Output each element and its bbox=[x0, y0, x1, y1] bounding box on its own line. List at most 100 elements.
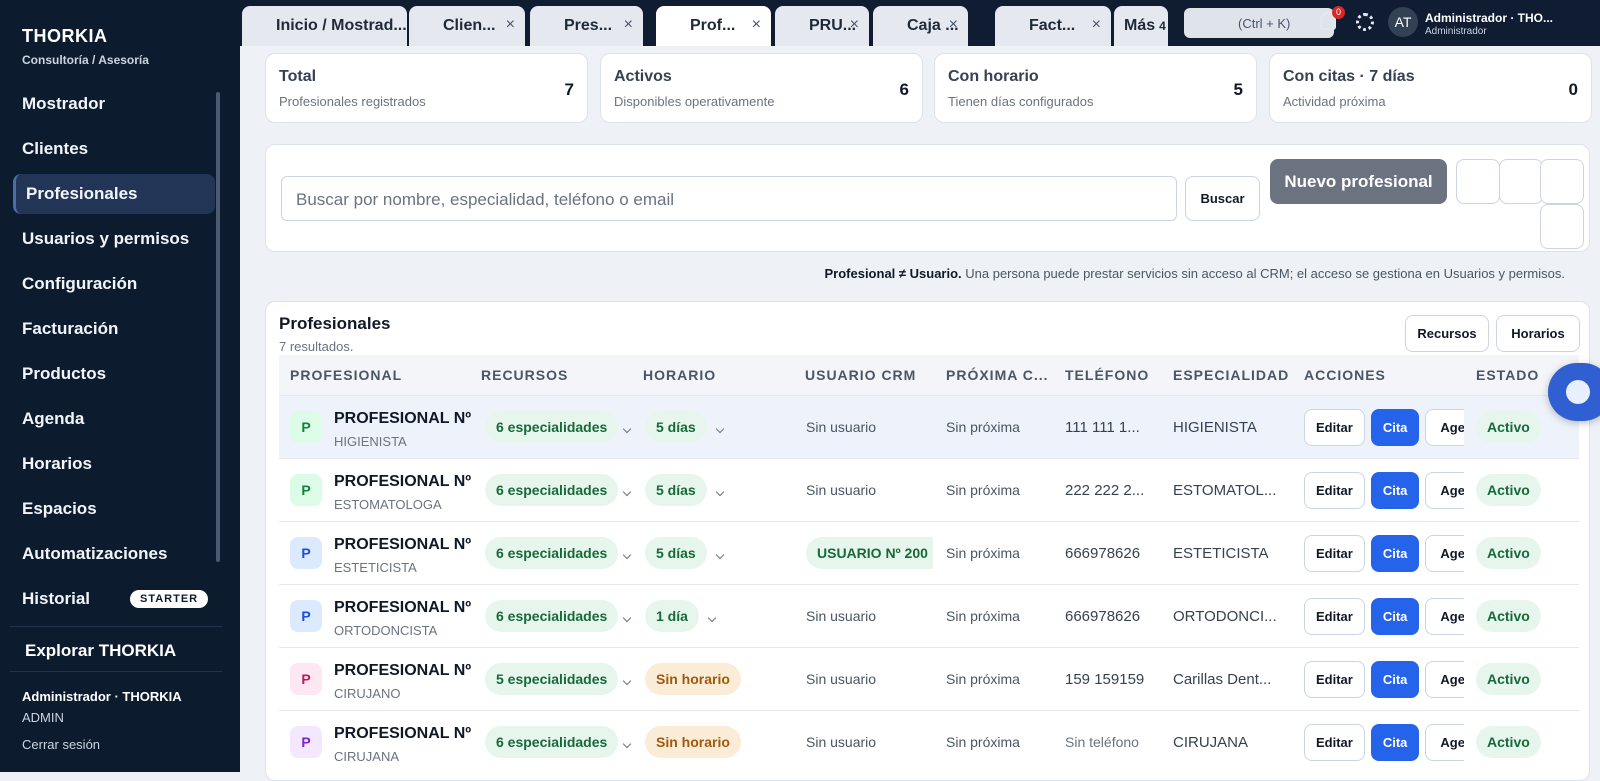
actions: EditarCitaAgenda bbox=[1304, 724, 1464, 761]
action-button[interactable]: Cita bbox=[1370, 724, 1420, 761]
logout[interactable]: Cerrar sesión bbox=[22, 737, 101, 752]
nav-item[interactable]: Clientes bbox=[22, 139, 89, 158]
nav-item[interactable]: Automatizaciones bbox=[22, 544, 168, 563]
stat-title: Activos bbox=[614, 68, 672, 85]
icon-button[interactable] bbox=[1456, 159, 1500, 204]
settings-icon[interactable] bbox=[1356, 13, 1374, 31]
icon-button[interactable] bbox=[1540, 159, 1584, 204]
schedule-pill: 5 días bbox=[645, 411, 707, 443]
tab-label: Prof... bbox=[690, 17, 736, 34]
action-button[interactable]: Editar bbox=[1304, 661, 1365, 698]
nav-item[interactable]: Configuración bbox=[22, 274, 138, 293]
professional-name: PROFESIONAL Nº bbox=[334, 410, 472, 427]
new-button[interactable]: Nuevo profesional bbox=[1270, 159, 1447, 204]
table-row: P PROFESIONAL Nº HIGIENISTA 6 especialidade… bbox=[279, 395, 1579, 458]
cell: Sin usuario bbox=[806, 711, 876, 773]
tab-close[interactable]: × bbox=[505, 16, 515, 33]
tab-label: Pres... bbox=[564, 17, 613, 34]
stat-subtitle: Disponibles operativamente bbox=[614, 94, 775, 109]
nav-item[interactable]: Espacios bbox=[22, 499, 97, 518]
status-pill: Activo bbox=[1476, 600, 1541, 632]
action-button[interactable]: Editar bbox=[1304, 472, 1365, 509]
chevron bbox=[622, 613, 632, 623]
professional-name: PROFESIONAL Nº bbox=[334, 536, 472, 553]
action-button[interactable]: Cita bbox=[1370, 472, 1420, 509]
nav-item[interactable]: Historial bbox=[22, 589, 91, 608]
action-button[interactable]: Agenda bbox=[1425, 472, 1464, 509]
cell: Activo bbox=[1476, 585, 1541, 647]
stat-value: 5 bbox=[1233, 80, 1243, 99]
actions: EditarCitaAgenda bbox=[1304, 598, 1464, 635]
action-button[interactable]: Editar bbox=[1304, 724, 1365, 761]
table-row: P PROFESIONAL Nº CIRUJANO 5 especialidades S… bbox=[279, 647, 1579, 710]
specialty: ESTETICISTA bbox=[1173, 544, 1269, 562]
action-button[interactable]: Cita bbox=[1370, 598, 1420, 635]
professional-role: CIRUJANA bbox=[334, 749, 400, 764]
tab[interactable]: Clien... × bbox=[409, 6, 525, 46]
action-button[interactable]: Agenda bbox=[1425, 535, 1464, 572]
tab[interactable]: Inicio / Mostrad... bbox=[242, 6, 407, 46]
action-button[interactable]: Agenda bbox=[1425, 409, 1464, 446]
user-name: Administrador · THORKIA bbox=[22, 689, 182, 704]
icon-button[interactable] bbox=[1499, 159, 1543, 204]
icon-button[interactable] bbox=[1540, 204, 1584, 249]
next-appointment: Sin próxima bbox=[946, 482, 1020, 498]
schedule-pill: 5 días bbox=[645, 474, 707, 506]
tab-close[interactable]: × bbox=[751, 16, 761, 33]
action-button[interactable]: Cita bbox=[1370, 535, 1420, 572]
chevron bbox=[715, 487, 725, 497]
tab[interactable]: Prof... × bbox=[656, 6, 771, 46]
schedule-pill: 1 día bbox=[645, 600, 699, 632]
search-button[interactable]: Buscar bbox=[1185, 176, 1260, 221]
more-tabs[interactable]: Más 4 bbox=[1114, 6, 1168, 46]
table-button[interactable]: Horarios bbox=[1496, 315, 1580, 352]
action-button[interactable]: Editar bbox=[1304, 409, 1365, 446]
nav-item[interactable]: Productos bbox=[22, 364, 107, 383]
phone: 159 159159 bbox=[1065, 670, 1145, 688]
tab-close[interactable]: × bbox=[948, 16, 958, 33]
action-button[interactable]: Agenda bbox=[1425, 598, 1464, 635]
tab[interactable]: Pres... × bbox=[530, 6, 643, 46]
phone: 666978626 bbox=[1065, 544, 1141, 562]
actions: EditarCitaAgenda bbox=[1304, 409, 1464, 446]
tab-close[interactable]: × bbox=[623, 16, 633, 33]
tab-label: Inicio / Mostrad... bbox=[276, 17, 407, 34]
tab-label: Fact... bbox=[1029, 17, 1076, 34]
user-role: Administrador bbox=[1425, 26, 1487, 37]
table-button[interactable]: Recursos bbox=[1405, 315, 1489, 352]
action-button[interactable]: Agenda bbox=[1425, 661, 1464, 698]
global-search[interactable]: (Ctrl + K) bbox=[1184, 8, 1334, 38]
phone: 111 111 1... bbox=[1065, 418, 1140, 436]
cell: 6 especialidades bbox=[485, 585, 619, 647]
nav-item[interactable]: Usuarios y permisos bbox=[22, 229, 190, 248]
avatar[interactable]: AT bbox=[1388, 7, 1418, 37]
nav-item[interactable]: Horarios bbox=[22, 454, 92, 473]
action-button[interactable]: Cita bbox=[1370, 661, 1420, 698]
search-input[interactable]: Buscar por nombre, especialidad, teléfon… bbox=[281, 176, 1177, 221]
resources-pill: 6 especialidades bbox=[485, 411, 619, 443]
nav-item[interactable]: Profesionales bbox=[13, 174, 215, 214]
tab[interactable]: Fact... × bbox=[995, 6, 1111, 46]
top-bar: Inicio / Mostrad... Clien... × Pres... × Prof… bbox=[240, 0, 1600, 46]
tab-close[interactable]: × bbox=[1091, 16, 1101, 33]
action-button[interactable]: Editar bbox=[1304, 598, 1365, 635]
action-button[interactable]: Editar bbox=[1304, 535, 1365, 572]
nav-item[interactable]: Mostrador bbox=[22, 94, 106, 113]
tab[interactable]: Caja ... × bbox=[873, 6, 968, 46]
nav-item[interactable]: Facturación bbox=[22, 319, 119, 338]
tab-close[interactable]: × bbox=[849, 16, 859, 33]
nav-item[interactable]: Agenda bbox=[22, 409, 85, 428]
resources-pill: 6 especialidades bbox=[485, 726, 619, 758]
column-header: RECURSOS bbox=[481, 367, 569, 383]
sidebar: THORKIA Consultoría / Asesoría Mostrador Cl… bbox=[0, 0, 240, 772]
next-appointment: Sin próxima bbox=[946, 545, 1020, 561]
bell-icon[interactable] bbox=[1320, 12, 1336, 30]
cell: Activo bbox=[1476, 459, 1541, 521]
action-button[interactable]: Agenda bbox=[1425, 724, 1464, 761]
action-button[interactable]: Cita bbox=[1370, 409, 1420, 446]
tab-label: PRU... bbox=[809, 17, 857, 34]
phone: 222 222 2... bbox=[1065, 481, 1145, 499]
professional-name: PROFESIONAL Nº bbox=[334, 662, 472, 679]
tab[interactable]: PRU... × bbox=[775, 6, 869, 46]
explore-link[interactable]: Explorar THORKIA bbox=[25, 641, 177, 660]
